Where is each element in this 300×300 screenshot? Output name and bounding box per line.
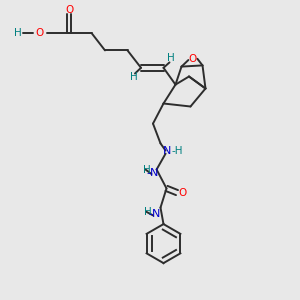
Text: O: O [178,188,187,198]
Text: -H: -H [172,146,183,157]
Text: H: H [142,165,150,176]
Text: -N: -N [147,167,159,178]
Text: O: O [35,28,43,38]
Text: N: N [163,146,172,156]
Text: H: H [144,207,152,218]
Text: H: H [14,28,21,38]
Text: H: H [130,71,137,82]
Text: H: H [167,53,175,64]
Text: O: O [188,54,197,64]
Text: -N: -N [148,209,161,219]
Text: O: O [65,4,73,15]
